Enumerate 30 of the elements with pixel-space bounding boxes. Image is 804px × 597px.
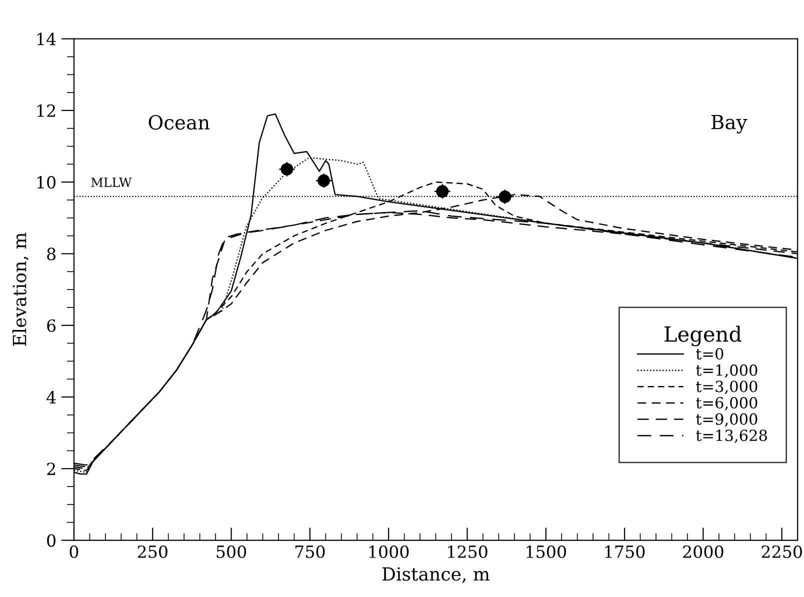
x-tick-label: 1750 bbox=[605, 545, 645, 558]
legend-label: t=1,000 bbox=[696, 364, 758, 378]
y-tick-label: 12 bbox=[37, 104, 55, 117]
annotation: Bay bbox=[711, 114, 748, 134]
x-tick-label: 1000 bbox=[369, 545, 409, 558]
x-tick-label: 250 bbox=[138, 545, 168, 558]
y-tick-label: 0 bbox=[47, 534, 56, 547]
x-tick-label: 1500 bbox=[526, 545, 566, 558]
x-axis-title: Distance, m bbox=[382, 567, 490, 584]
x-tick-label: 2250 bbox=[762, 545, 802, 558]
y-tick-label: 8 bbox=[47, 248, 56, 260]
x-tick-label: 0 bbox=[70, 545, 78, 558]
y-tick-label: 6 bbox=[47, 319, 56, 332]
y-tick-label: 2 bbox=[47, 462, 55, 475]
y-tick-label: 14 bbox=[37, 32, 56, 46]
ref-line-label: MLLW bbox=[91, 178, 132, 187]
x-tick-label: 750 bbox=[295, 545, 325, 558]
legend-label: t=13,628 bbox=[696, 430, 767, 444]
y-tick-label: 4 bbox=[46, 390, 56, 404]
x-tick-label: 2000 bbox=[683, 545, 724, 558]
legend-label: t=0 bbox=[696, 348, 724, 360]
legend-label: t=3,000 bbox=[696, 380, 758, 394]
legend-title: Legend bbox=[664, 326, 742, 346]
annotation: Ocean bbox=[148, 114, 210, 130]
y-tick-label: 10 bbox=[37, 176, 56, 189]
x-tick-label: 1250 bbox=[448, 545, 488, 558]
legend-label: t=9,000 bbox=[696, 413, 758, 427]
legend-label: t=6,000 bbox=[696, 396, 758, 410]
y-axis-title: Elevation, m bbox=[12, 232, 29, 346]
x-tick-label: 500 bbox=[216, 545, 246, 558]
